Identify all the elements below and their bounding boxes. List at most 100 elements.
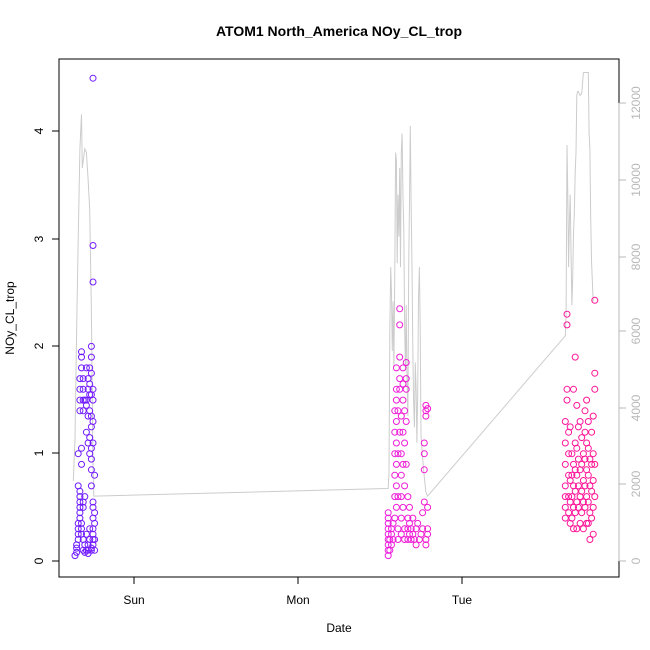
data-point [392, 460, 400, 468]
data-point [399, 460, 407, 468]
data-point [87, 353, 95, 361]
data-point [86, 434, 94, 442]
y-right-tick-label: 12000 [629, 86, 643, 120]
data-point [89, 439, 97, 447]
data-point [589, 477, 597, 484]
data-point [89, 242, 97, 249]
data-point [581, 428, 589, 436]
data-point [397, 412, 405, 420]
data-point [76, 385, 84, 393]
plot-frame [58, 58, 620, 578]
y-axis-left: 0 1 2 3 4 [32, 127, 60, 564]
data-point [573, 444, 581, 452]
data-point [581, 455, 589, 463]
data-point [399, 428, 407, 436]
data-point [86, 380, 94, 388]
data-point [579, 525, 587, 533]
data-point [392, 482, 400, 490]
data-point [89, 514, 97, 522]
data-point [87, 455, 95, 463]
data-point [87, 482, 95, 490]
data-point [391, 428, 399, 436]
data-point [424, 530, 432, 538]
data-point [79, 503, 87, 511]
data-point [89, 385, 97, 393]
data-point [392, 439, 400, 447]
data-point [397, 493, 405, 501]
y-tick-label: 4 [32, 127, 46, 134]
data-point [420, 466, 428, 474]
data-point [412, 541, 420, 549]
data-point [424, 503, 432, 511]
data-point [565, 509, 573, 517]
data-point [79, 385, 87, 393]
data-point [397, 514, 405, 522]
data-point [87, 342, 95, 350]
data-point [570, 525, 577, 533]
data-point [561, 514, 569, 522]
altitude-line-layer [72, 72, 594, 498]
data-point [82, 401, 90, 409]
data-point [392, 364, 400, 372]
data-point [420, 450, 428, 458]
x-tick-label: Sun [123, 593, 144, 607]
data-point [78, 525, 85, 533]
data-point [588, 460, 596, 468]
data-point [584, 418, 592, 425]
data-point [78, 348, 85, 356]
data-point [401, 407, 409, 415]
data-point [578, 460, 586, 468]
data-point [571, 353, 579, 361]
data-point [82, 396, 90, 404]
data-point [82, 428, 90, 436]
data-point [591, 296, 599, 304]
data-point [74, 525, 82, 533]
data-point [91, 536, 99, 543]
data-point [82, 530, 90, 538]
data-point [589, 530, 597, 538]
data-point [574, 455, 582, 463]
y-right-tick-label: 10000 [629, 163, 643, 197]
data-point [392, 418, 400, 425]
data-point [74, 450, 82, 458]
data-point [588, 514, 596, 522]
data-point [401, 525, 409, 533]
data-point [570, 385, 577, 393]
data-point [563, 396, 571, 404]
data-point [404, 493, 412, 501]
data-point [573, 401, 581, 409]
data-point [576, 519, 584, 527]
data-point [563, 321, 571, 329]
data-point [399, 503, 407, 511]
data-point [581, 407, 589, 415]
data-point [561, 493, 569, 501]
data-point [586, 536, 594, 543]
data-point [73, 544, 81, 552]
data-point [396, 353, 404, 361]
data-point [394, 450, 402, 458]
data-point [76, 509, 84, 517]
data-point [402, 375, 410, 383]
y-tick-label: 3 [32, 235, 46, 242]
data-point [424, 525, 432, 533]
data-point [402, 418, 410, 425]
data-point [420, 498, 428, 506]
data-point [422, 541, 430, 549]
y-right-tick-label: 4000 [629, 394, 643, 421]
data-point [397, 450, 405, 458]
y-axis-label: NOy_CL_trop [3, 281, 17, 355]
data-point [574, 503, 582, 511]
data-point [87, 466, 95, 474]
data-point [389, 536, 397, 543]
data-point [588, 428, 596, 436]
data-point [399, 364, 407, 372]
data-point [391, 514, 399, 522]
data-point [568, 493, 576, 501]
data-point [76, 375, 84, 383]
data-point [568, 450, 576, 458]
data-points [71, 74, 599, 560]
data-point [583, 396, 591, 404]
y-right-tick-label: 6000 [629, 317, 643, 344]
y-right-tick-label: 0 [629, 557, 643, 564]
